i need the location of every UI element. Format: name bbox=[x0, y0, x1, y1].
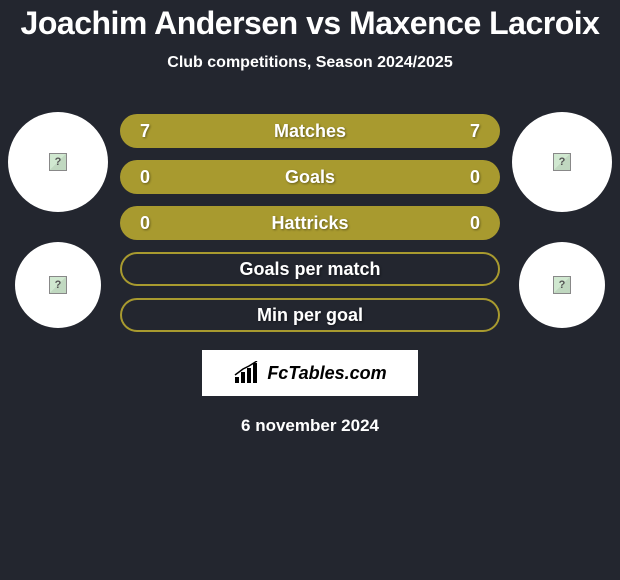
chart-icon bbox=[233, 361, 261, 385]
stat-left-value: 7 bbox=[140, 121, 160, 142]
stat-right-value: 0 bbox=[460, 167, 480, 188]
date-text: 6 november 2024 bbox=[0, 416, 620, 436]
player-left-avatar bbox=[8, 112, 108, 212]
placeholder-icon bbox=[49, 153, 67, 171]
stat-label: Goals bbox=[285, 167, 335, 188]
stat-right-value: 7 bbox=[460, 121, 480, 142]
player-right-avatar bbox=[512, 112, 612, 212]
club-right-avatar bbox=[519, 242, 605, 328]
stat-left-value: 0 bbox=[140, 213, 160, 234]
player-left-column bbox=[8, 112, 108, 328]
placeholder-icon bbox=[553, 276, 571, 294]
stat-row-hattricks: 0 Hattricks 0 bbox=[120, 206, 500, 240]
stat-rows: 7 Matches 7 0 Goals 0 0 Hattricks 0 Goal… bbox=[108, 114, 512, 332]
stat-right-value: 0 bbox=[460, 213, 480, 234]
stat-left-value: 0 bbox=[140, 167, 160, 188]
stat-row-goals-per-match: Goals per match bbox=[120, 252, 500, 286]
placeholder-icon bbox=[49, 276, 67, 294]
stat-label: Min per goal bbox=[257, 305, 363, 326]
placeholder-icon bbox=[553, 153, 571, 171]
stat-row-goals: 0 Goals 0 bbox=[120, 160, 500, 194]
stat-row-matches: 7 Matches 7 bbox=[120, 114, 500, 148]
comparison-infographic: Joachim Andersen vs Maxence Lacroix Club… bbox=[0, 0, 620, 436]
player-right-column bbox=[512, 112, 612, 328]
stat-row-min-per-goal: Min per goal bbox=[120, 298, 500, 332]
branding-badge: FcTables.com bbox=[202, 350, 418, 396]
subtitle: Club competitions, Season 2024/2025 bbox=[0, 54, 620, 72]
stat-label: Matches bbox=[274, 121, 346, 142]
stat-label: Goals per match bbox=[239, 259, 380, 280]
comparison-area: 7 Matches 7 0 Goals 0 0 Hattricks 0 Goal… bbox=[0, 112, 620, 332]
branding-text: FcTables.com bbox=[267, 363, 386, 384]
page-title: Joachim Andersen vs Maxence Lacroix bbox=[0, 5, 620, 42]
stat-label: Hattricks bbox=[271, 213, 348, 234]
club-left-avatar bbox=[15, 242, 101, 328]
